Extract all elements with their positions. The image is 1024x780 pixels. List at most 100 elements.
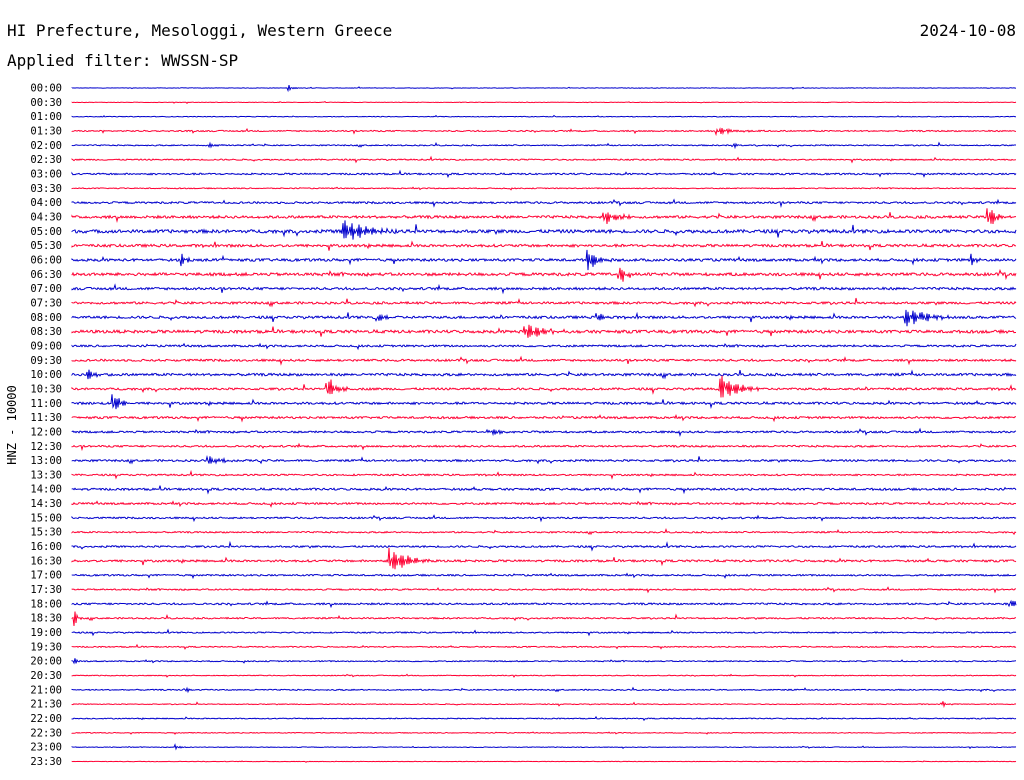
row-time-label: 00:00 [30,83,62,95]
trace-line [71,141,1016,150]
row-time-label: 08:00 [30,312,62,324]
row-time-label: 06:30 [30,269,62,281]
trace-line [71,658,1017,665]
row-time-label: 04:30 [30,211,62,223]
row-time-label: 11:00 [30,398,62,410]
trace-line [71,514,1017,523]
trace-line [71,485,1017,495]
trace-line [71,283,1017,295]
row-time-label: 23:30 [30,756,62,768]
row-time-label: 18:30 [30,613,62,625]
row-time-label: 08:30 [30,326,62,338]
row-time-label: 15:30 [30,527,62,539]
trace-line [71,394,1017,410]
trace-line [71,155,1017,164]
row-time-label: 23:00 [30,742,62,754]
trace-line [71,208,1017,225]
row-time-label: 22:00 [30,713,62,725]
row-time-label: 04:00 [30,197,62,209]
trace-line [71,715,1017,722]
trace-line [71,643,1017,650]
row-time-label: 07:30 [30,297,62,309]
row-time-label: 13:30 [30,469,62,481]
trace-line [71,743,1017,751]
row-time-label: 03:00 [30,168,62,180]
row-time-label: 10:00 [30,369,62,381]
row-time-label: 02:30 [30,154,62,166]
trace-line [71,500,1017,508]
row-time-label: 18:00 [30,598,62,610]
trace-line [71,599,1017,609]
row-time-label: 17:00 [30,570,62,582]
row-time-label: 21:00 [30,684,62,696]
row-time-label: 19:30 [30,641,62,653]
row-time-label: 02:00 [30,140,62,152]
trace-line [71,249,1017,271]
record-date: 2024-10-08 [919,21,1016,40]
trace-line [71,324,1017,338]
row-time-label: 03:30 [30,183,62,195]
trace-line [71,628,1017,637]
trace-line [71,528,1017,536]
trace-line [71,611,1017,627]
row-time-label: 16:30 [30,555,62,567]
trace-line [71,84,1017,93]
row-time-label: 16:00 [30,541,62,553]
trace-line [71,220,1017,240]
row-time-label: 07:00 [30,283,62,295]
trace-line [71,760,1017,763]
trace-line [71,369,1017,380]
trace-line [71,375,1017,398]
row-time-label: 20:30 [30,670,62,682]
row-time-label: 09:00 [30,340,62,352]
trace-line [71,114,1017,118]
trace-line [71,309,1017,327]
trace-line [71,198,1017,208]
row-time-label: 22:30 [30,727,62,739]
row-label-group: 00:00 00:30 01:00 01:30 02:00 02:30 03:00 03:30… [30,83,62,769]
row-time-label: 20:00 [30,656,62,668]
row-time-label: 17:30 [30,584,62,596]
trace-line [71,355,1017,366]
row-time-label: 00:30 [30,97,62,109]
row-time-label: 21:30 [30,699,62,711]
trace-line [71,342,1017,351]
row-time-label: 14:00 [30,484,62,496]
trace-line [71,731,1017,735]
station-title: HI Prefecture, Mesologgi, Western Greece [7,21,393,40]
row-time-label: 06:00 [30,254,62,266]
row-time-label: 12:00 [30,426,62,438]
trace-line [71,414,1017,423]
trace-line [71,186,1017,191]
trace-line [71,701,1017,709]
trace-line [71,100,1017,104]
row-time-label: 05:00 [30,226,62,238]
trace-line [71,455,1017,465]
trace-line [71,572,1017,580]
row-time-label: 10:30 [30,383,62,395]
trace-line [71,540,1017,552]
trace-line [71,240,1017,251]
trace-line [71,297,1017,308]
row-time-label: 01:00 [30,111,62,123]
trace-line [71,586,1017,594]
row-time-label: 19:00 [30,627,62,639]
row-time-label: 15:00 [30,512,62,524]
trace-group [71,84,1017,763]
row-time-label: 13:00 [30,455,62,467]
row-time-label: 09:30 [30,355,62,367]
row-time-label: 14:30 [30,498,62,510]
row-time-label: 01:30 [30,125,62,137]
trace-line [71,547,1017,570]
trace-line [71,127,1017,137]
trace-line [71,169,1017,179]
filter-label: Applied filter: WWSSN-SP [7,51,239,70]
trace-line [71,442,1017,452]
trace-line [71,427,1017,437]
trace-line [71,673,1017,678]
trace-line [71,267,1017,282]
row-time-label: 05:30 [30,240,62,252]
trace-line [71,469,1017,480]
trace-line [71,686,1017,694]
